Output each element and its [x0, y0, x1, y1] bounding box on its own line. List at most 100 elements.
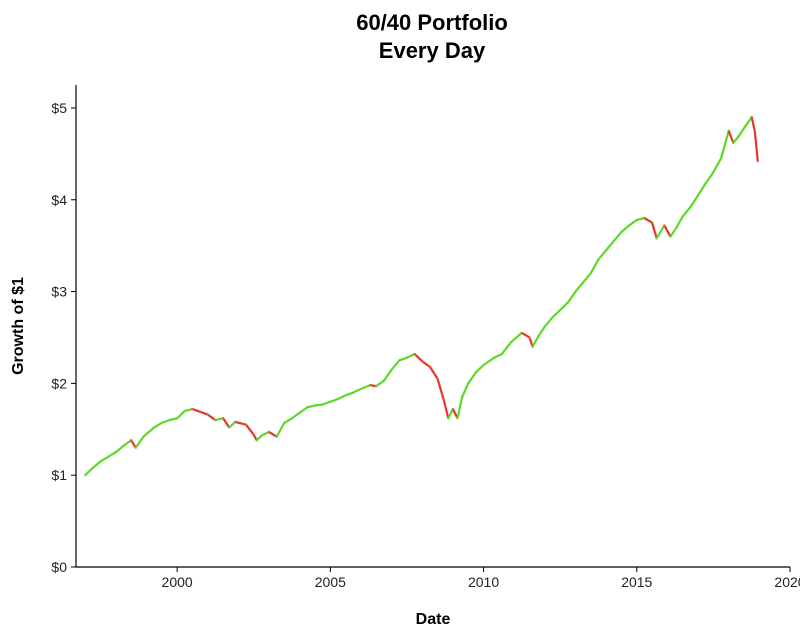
series-segment-down [221, 417, 231, 429]
series-segment-down [234, 420, 248, 426]
series-segment-up [597, 249, 608, 261]
x-tick-label: 2000 [162, 574, 193, 590]
data-point [268, 431, 270, 433]
series-segment-up [696, 182, 707, 197]
series-segment-up [260, 430, 271, 437]
series-segment-up [283, 417, 294, 424]
series-segment-up [107, 451, 117, 458]
series-segment-down [413, 352, 424, 363]
series-segment-up [142, 426, 156, 438]
series-segment-up [122, 439, 133, 447]
data-point [751, 116, 753, 118]
series-segment-up [474, 363, 485, 374]
data-point [161, 422, 163, 424]
series-segment-down [442, 398, 450, 420]
series-segment-up [493, 352, 504, 359]
data-point [122, 445, 125, 447]
series-segment-up [574, 281, 585, 293]
data-point [728, 130, 730, 132]
data-point [153, 426, 155, 429]
data-point [306, 406, 308, 408]
data-point [643, 217, 646, 219]
series-segment-down [643, 217, 654, 224]
series-segment-up [228, 420, 237, 429]
data-point [391, 369, 393, 371]
series-segment-down [244, 423, 255, 436]
series-segment-up [736, 127, 746, 139]
data-point [421, 360, 423, 362]
series-segment-up [704, 171, 715, 185]
data-point [605, 249, 607, 251]
data-point [467, 382, 469, 384]
series-segment-up [635, 217, 646, 222]
data-point [551, 316, 554, 318]
series-segment-down [436, 377, 445, 402]
data-point [337, 398, 339, 400]
series-segment-up [582, 272, 592, 284]
series-segment-up [589, 258, 600, 275]
series-segment-down [651, 221, 658, 240]
data-point [228, 426, 230, 429]
y-tick-label: $3 [51, 284, 67, 300]
data-point [329, 401, 331, 403]
data-point [613, 240, 615, 242]
series-segment-up [447, 407, 455, 420]
data-point [447, 417, 449, 419]
data-point [682, 215, 684, 217]
data-point [245, 424, 247, 426]
data-point [398, 359, 400, 362]
data-point [574, 290, 577, 293]
series-segment-up [655, 224, 666, 240]
series-segment-up [537, 325, 546, 337]
series-segment-down [428, 365, 439, 380]
data-point [414, 353, 416, 355]
data-point [222, 417, 224, 419]
series-segment-up [352, 387, 363, 394]
series-segment-down [199, 410, 209, 416]
series-segment-up [290, 411, 301, 420]
data-point [443, 399, 445, 401]
series-segment-up [500, 340, 513, 356]
data-point [360, 388, 362, 390]
y-tick-label: $2 [51, 375, 67, 391]
series-segment-up [719, 129, 730, 160]
data-point [732, 142, 734, 144]
series-segment-up [176, 409, 186, 420]
y-tick-label: $4 [51, 192, 67, 208]
series-segment-up [134, 435, 145, 449]
series-segment-up [551, 308, 562, 319]
data-point [456, 417, 459, 419]
series-segment-down [421, 360, 432, 368]
data-point [705, 182, 707, 184]
x-tick-label: 2015 [621, 574, 652, 590]
series-segment-up [467, 371, 478, 385]
series-segment-down [206, 413, 217, 422]
data-point [191, 408, 194, 410]
data-point [375, 385, 377, 387]
series-segment-up [398, 356, 409, 362]
series-segment-up [689, 194, 700, 209]
data-point [531, 346, 534, 348]
chart-title-line2: Every Day [379, 38, 486, 63]
data-point [538, 335, 540, 337]
x-axis-label: Date [416, 611, 451, 628]
series-segment-up [153, 421, 163, 429]
data-point [493, 357, 495, 359]
data-point [521, 332, 523, 334]
data-point [260, 435, 262, 437]
data-point [369, 384, 371, 386]
data-point [737, 136, 739, 138]
data-point [322, 403, 324, 406]
data-point [452, 408, 454, 410]
series-segment-up [214, 417, 225, 422]
data-point [461, 396, 463, 398]
series-segment-down [267, 430, 278, 438]
series-segment-up [183, 407, 194, 413]
y-tick-label: $1 [51, 467, 67, 483]
series-segment-down [528, 336, 534, 348]
series-segment-up [336, 394, 347, 401]
data-point [628, 224, 630, 227]
y-axis-label: Growth of $1 [10, 277, 27, 375]
data-point [436, 378, 439, 380]
data-point [168, 419, 171, 421]
